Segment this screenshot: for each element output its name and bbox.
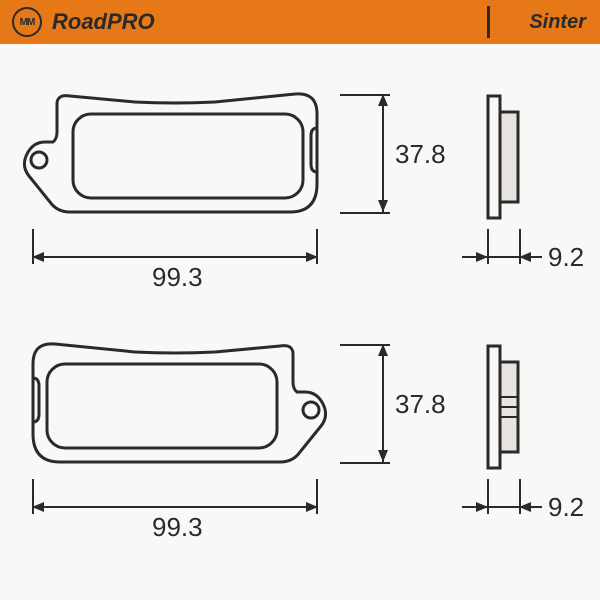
pad2-front (15, 334, 335, 489)
pad1-side (480, 92, 530, 227)
logo-icon: MM (12, 7, 42, 37)
pad1-height-label: 37.8 (395, 139, 446, 170)
brand-suffix: PRO (107, 9, 155, 34)
pad1-front (15, 84, 335, 239)
pad1-width-label: 99.3 (152, 262, 203, 293)
diagram-area: 37.8 99.3 9.2 37.8 99.3 9.2 (0, 44, 600, 600)
header-bar: MM RoadPRO Sinter (0, 0, 600, 44)
pad2-thick-label: 9.2 (548, 492, 584, 523)
pad2-width-label: 99.3 (152, 512, 203, 543)
pad2-height-label: 37.8 (395, 389, 446, 420)
pad1-thick-label: 9.2 (548, 242, 584, 273)
header-divider (487, 6, 490, 38)
brand-name: RoadPRO (52, 9, 155, 35)
product-type: Sinter (529, 11, 586, 34)
brand-prefix: Road (52, 9, 107, 34)
pad2-side (480, 342, 530, 477)
